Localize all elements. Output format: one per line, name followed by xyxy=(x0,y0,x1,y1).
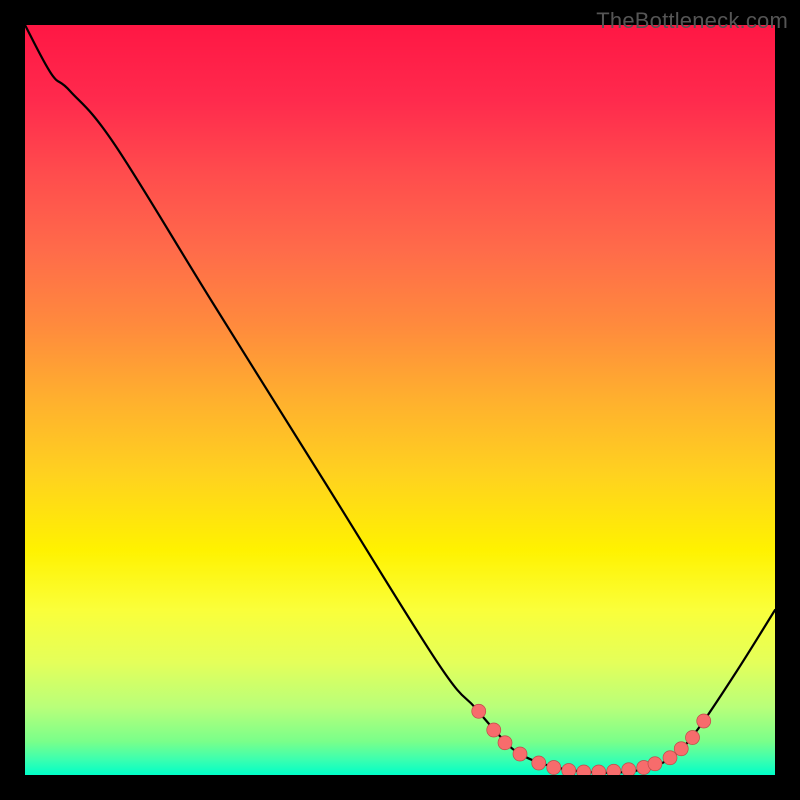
marker-point xyxy=(577,765,591,775)
marker-point xyxy=(487,723,501,737)
marker-point xyxy=(663,751,677,765)
marker-point xyxy=(498,736,512,750)
marker-point xyxy=(697,714,711,728)
marker-point xyxy=(592,765,606,775)
chart-svg xyxy=(25,25,775,775)
marker-point xyxy=(607,764,621,775)
marker-point xyxy=(622,763,636,775)
marker-point xyxy=(513,747,527,761)
plot-area xyxy=(25,25,775,775)
optimal-markers xyxy=(472,704,711,775)
bottleneck-curve xyxy=(25,25,775,773)
marker-point xyxy=(686,731,700,745)
marker-point xyxy=(472,704,486,718)
marker-point xyxy=(562,764,576,776)
chart-container: TheBottleneck.com xyxy=(0,0,800,800)
marker-point xyxy=(674,742,688,756)
marker-point xyxy=(532,756,546,770)
marker-point xyxy=(648,757,662,771)
watermark-label: TheBottleneck.com xyxy=(596,8,788,34)
marker-point xyxy=(547,761,561,775)
